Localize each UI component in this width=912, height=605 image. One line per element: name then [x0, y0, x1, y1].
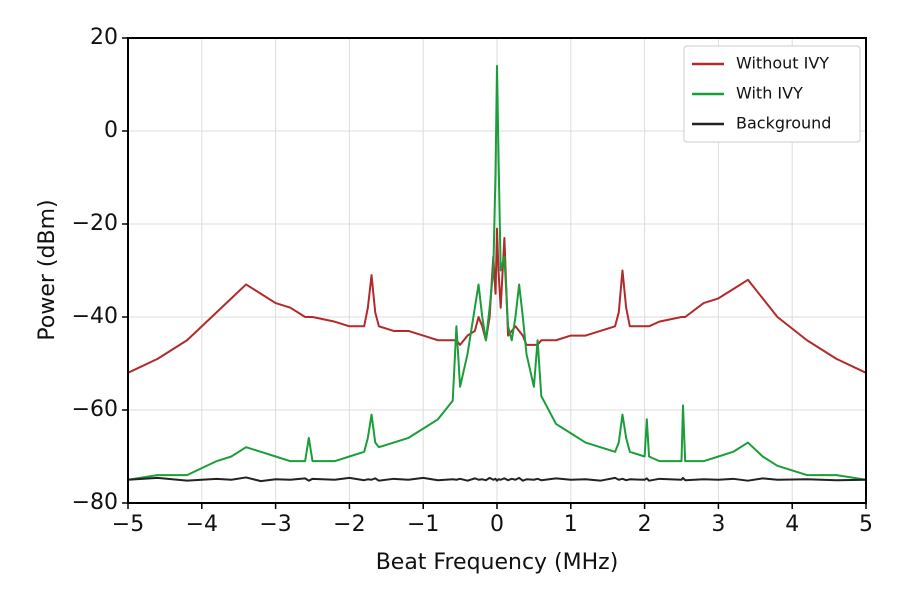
x-tick-label: −2 — [333, 512, 365, 537]
y-tick-label: −80 — [72, 490, 118, 515]
legend: Without IVY With IVY Background — [683, 45, 861, 143]
x-tick-label: 4 — [785, 512, 799, 537]
legend-label: With IVY — [736, 84, 803, 103]
series-line — [127, 476, 867, 483]
y-tick-label: −20 — [72, 211, 118, 236]
legend-label: Background — [736, 114, 831, 133]
legend-label: Without IVY — [736, 54, 829, 73]
x-tick-label: −3 — [259, 512, 291, 537]
x-tick-label: −1 — [407, 512, 439, 537]
x-tick-label: 0 — [490, 512, 504, 537]
x-tick-label: −4 — [186, 512, 218, 537]
plot-frame — [127, 37, 867, 504]
y-tick-label: −60 — [72, 397, 118, 422]
x-tick-label: 5 — [859, 512, 873, 537]
x-tick-label: 1 — [564, 512, 578, 537]
x-tick-label: 3 — [711, 512, 725, 537]
legend-box — [683, 45, 861, 143]
y-tick-label: −40 — [72, 304, 118, 329]
x-axis-label: Beat Frequency (MHz) — [376, 550, 619, 575]
series-line — [127, 227, 867, 374]
y-tick-label: 0 — [104, 118, 118, 143]
x-tick-label: 2 — [638, 512, 652, 537]
series-line — [127, 64, 867, 481]
x-tick-label: −5 — [112, 512, 144, 537]
y-tick-label: 20 — [90, 25, 118, 50]
y-axis-label: Power (dBm) — [35, 199, 60, 340]
